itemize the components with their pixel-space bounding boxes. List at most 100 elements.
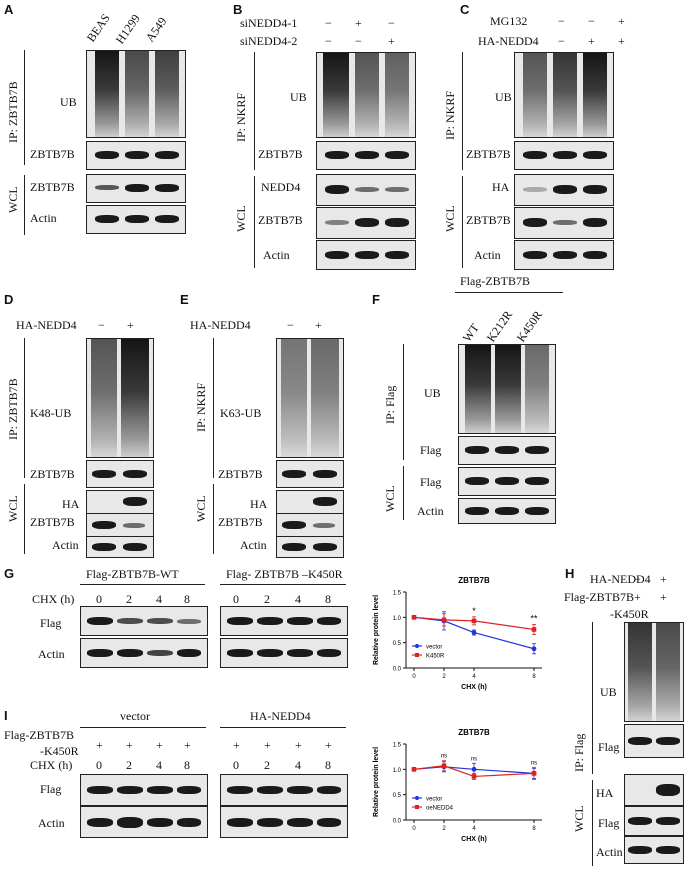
time-g-1-8: 8 bbox=[184, 592, 190, 606]
blot-e-zbtb7b-ip bbox=[276, 460, 344, 488]
blot-c-ub bbox=[514, 52, 614, 138]
lane-label-f-3: K450R bbox=[513, 307, 546, 345]
plus-i-2-2: + bbox=[264, 738, 271, 752]
x-tick-label: 0 bbox=[412, 674, 416, 680]
blot-h-flag-wcl bbox=[624, 806, 684, 836]
row-label-a-zbtb7b-ip: ZBTB7B bbox=[30, 147, 75, 161]
row-label-e-k63ub: K63-UB bbox=[220, 406, 262, 420]
row-label-c-ub: UB bbox=[495, 90, 512, 104]
sign-c-2-1: − bbox=[558, 34, 565, 48]
row-label-i-flag: Flag bbox=[40, 782, 62, 796]
blot-a-ub bbox=[86, 50, 186, 138]
legend-label: vector bbox=[426, 797, 442, 803]
row-label-c-zbtb7b-ip: ZBTB7B bbox=[466, 147, 511, 161]
significance-mark: ns bbox=[531, 760, 537, 766]
plus-i-1-2: + bbox=[126, 738, 133, 752]
blot-h-ub bbox=[624, 622, 684, 722]
condition-label-b-1: siNEDD4-1 bbox=[240, 16, 298, 30]
row-label-h-actin: Actin bbox=[596, 845, 623, 859]
blot-d-k48ub bbox=[86, 338, 154, 458]
chart-g: ZBTB7B 0.0 0.5 1.0 1.5 0 2 4 8 CHX (h) Relative pr… bbox=[373, 576, 542, 691]
lane-label-a-3: A549 bbox=[142, 14, 170, 45]
row-label-d-actin: Actin bbox=[52, 538, 79, 552]
significance-mark: ns bbox=[471, 756, 477, 762]
plus-i-2-4: + bbox=[325, 738, 332, 752]
x-tick-label: 4 bbox=[472, 826, 476, 832]
row-label-h-flag-ip: Flag bbox=[598, 740, 620, 754]
blot-h-flag-ip bbox=[624, 724, 684, 758]
blot-c-zbtb7b-ip bbox=[514, 141, 614, 170]
row-label-e-zbtb7b-ip: ZBTB7B bbox=[218, 467, 263, 481]
row-label-e-ha: HA bbox=[250, 497, 268, 511]
sign-h-2-1: + bbox=[634, 590, 641, 604]
sign-b-1-2: + bbox=[355, 16, 362, 30]
condition-label-h-1: HA-NEDD4 bbox=[590, 572, 651, 586]
chx-label-g: CHX (h) bbox=[32, 592, 75, 606]
legend-marker bbox=[415, 644, 419, 648]
blot-g-2-flag bbox=[220, 606, 348, 636]
plus-i-1-4: + bbox=[184, 738, 191, 752]
sign-b-1-3: − bbox=[388, 16, 395, 30]
x-tick-label: 8 bbox=[532, 674, 536, 680]
lane-label-a-1: BEAS bbox=[83, 11, 113, 45]
row-label-c-ha: HA bbox=[492, 180, 510, 194]
blot-d-zbtb7b-ip bbox=[86, 460, 154, 488]
sign-c-2-3: + bbox=[618, 34, 625, 48]
bracket-wcl-d bbox=[24, 484, 25, 554]
ip-label-e: IP: NKRF bbox=[194, 382, 208, 432]
bracket-wcl-e bbox=[213, 484, 214, 554]
condition-label-h-2: Flag-ZBTB7B bbox=[564, 590, 635, 604]
bracket-ip-a bbox=[24, 50, 25, 165]
panel-label-d: D bbox=[4, 292, 14, 307]
time-g-2-2: 2 bbox=[264, 592, 270, 606]
data-point bbox=[411, 615, 417, 620]
x-axis-label: CHX (h) bbox=[461, 684, 487, 691]
blot-c-zbtb7b-wcl bbox=[514, 207, 614, 239]
row-label-f-ub: UB bbox=[424, 386, 441, 400]
blot-b-nedd4 bbox=[316, 174, 416, 206]
bracket-ip-d bbox=[24, 338, 25, 478]
panel-label-i: I bbox=[4, 708, 8, 723]
x-tick-label: 2 bbox=[442, 826, 446, 832]
sign-h-2-2: + bbox=[660, 590, 667, 604]
data-point bbox=[441, 617, 447, 623]
row-label-e-zbtb7b-wcl: ZBTB7B bbox=[218, 515, 263, 529]
blot-title-i-2: HA-NEDD4 bbox=[250, 709, 311, 723]
y-tick-label: 0.0 bbox=[393, 667, 402, 673]
row-label-h-ub: UB bbox=[600, 685, 617, 699]
series-line-1 bbox=[413, 616, 535, 631]
time-g-2-4: 4 bbox=[295, 592, 301, 606]
legend-marker bbox=[415, 653, 419, 657]
ip-label-a: IP: ZBTB7B bbox=[6, 81, 20, 143]
sign-d-1: − bbox=[98, 318, 105, 332]
sign-e-2: + bbox=[315, 318, 322, 332]
sign-b-1-1: − bbox=[325, 16, 332, 30]
sign-h-1-2: + bbox=[660, 572, 667, 586]
ip-label-f: IP: Flag bbox=[383, 385, 397, 424]
wcl-label-d: WCL bbox=[6, 495, 20, 522]
data-point bbox=[471, 774, 477, 779]
lane-label-a-2: H1299 bbox=[112, 11, 143, 47]
row-label-b-zbtb7b-wcl: ZBTB7B bbox=[258, 213, 303, 227]
row-label-h-flag-wcl: Flag bbox=[598, 816, 620, 830]
y-axis-label: Relative protein level bbox=[373, 747, 380, 817]
data-point bbox=[441, 763, 447, 769]
time-g-1-0: 0 bbox=[96, 592, 102, 606]
blot-b-zbtb7b-wcl bbox=[316, 207, 416, 239]
sign-b-2-1: − bbox=[325, 34, 332, 48]
lane-label-f-1: WT bbox=[459, 321, 482, 345]
condition-label-c-1: MG132 bbox=[490, 14, 528, 28]
row-label-b-ub: UB bbox=[290, 90, 307, 104]
bracket-wcl-h bbox=[592, 780, 593, 866]
time-i-2-4: 4 bbox=[295, 758, 301, 772]
condition-label-c-2: HA-NEDD4 bbox=[478, 34, 539, 48]
blot-title-rule-i-2 bbox=[220, 727, 346, 728]
subtitle-h: -K450R bbox=[610, 607, 649, 621]
series-line-1 bbox=[413, 765, 535, 778]
bracket-ip-f bbox=[403, 344, 404, 460]
header-f: Flag-ZBTB7B bbox=[460, 274, 531, 288]
blot-a-actin bbox=[86, 205, 186, 234]
time-i-2-8: 8 bbox=[325, 758, 331, 772]
lane-label-f-2: K212R bbox=[483, 307, 516, 345]
blot-d-ha bbox=[86, 490, 154, 514]
